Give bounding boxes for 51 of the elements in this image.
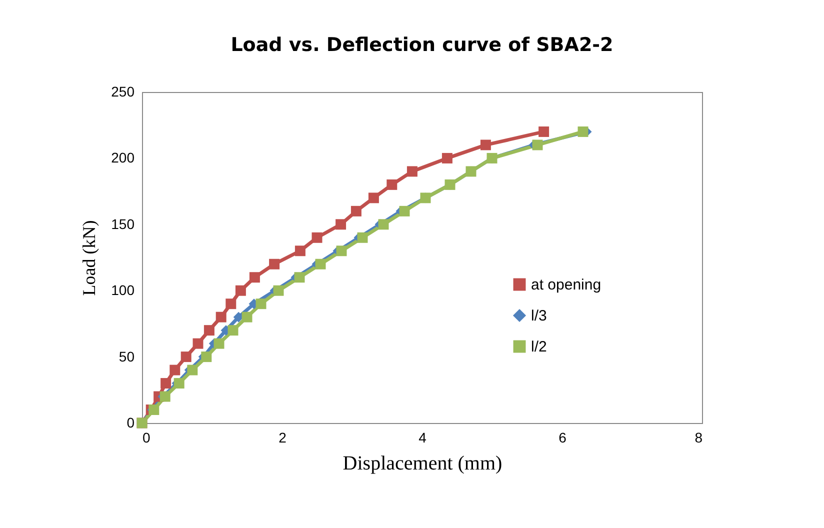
point [235, 285, 246, 296]
point [294, 246, 306, 256]
y-tick-label: 0 [126, 414, 135, 430]
point [273, 285, 284, 296]
x-tick-label: 4 [418, 430, 427, 446]
point [312, 232, 322, 243]
point [294, 272, 305, 283]
point [336, 246, 347, 256]
y-tick-label: 150 [111, 216, 135, 232]
point [216, 312, 226, 322]
point [214, 338, 224, 349]
point [386, 179, 398, 190]
point [357, 232, 368, 243]
point [226, 298, 236, 310]
point [442, 152, 452, 164]
point [406, 166, 418, 177]
legend-label: l/2 [531, 338, 547, 356]
point [378, 219, 389, 230]
point [350, 206, 362, 216]
point [160, 378, 172, 389]
legend-label: at opening [531, 276, 602, 294]
point [192, 338, 204, 349]
point [399, 206, 410, 216]
point [249, 272, 260, 283]
y-tick-label: 200 [111, 150, 135, 166]
point [578, 126, 588, 137]
point [228, 325, 238, 336]
chart-title: Load vs. Deflection curve of SBA2-2 [230, 34, 614, 56]
point [180, 352, 192, 362]
point [204, 325, 214, 336]
y-tick-label: 250 [111, 84, 135, 100]
point [315, 258, 326, 270]
point [256, 298, 266, 310]
x-tick-label: 8 [694, 430, 703, 446]
x-axis-title: Displacement (mm) [342, 452, 502, 474]
point [336, 219, 346, 230]
x-tick-label: 0 [142, 430, 150, 446]
point [532, 140, 543, 150]
x-tick-label: 2 [278, 430, 287, 446]
legend-label: l/3 [531, 308, 547, 324]
point [242, 312, 252, 322]
point [368, 192, 379, 204]
y-tick-label: 100 [111, 282, 135, 298]
point [187, 364, 198, 376]
x-tick-label: 6 [558, 430, 567, 446]
point [538, 126, 550, 137]
point [480, 140, 491, 150]
point [269, 258, 280, 270]
point [170, 364, 180, 376]
y-axis-title: Load (kN) [79, 220, 100, 296]
y-tick-label: 50 [118, 348, 135, 364]
